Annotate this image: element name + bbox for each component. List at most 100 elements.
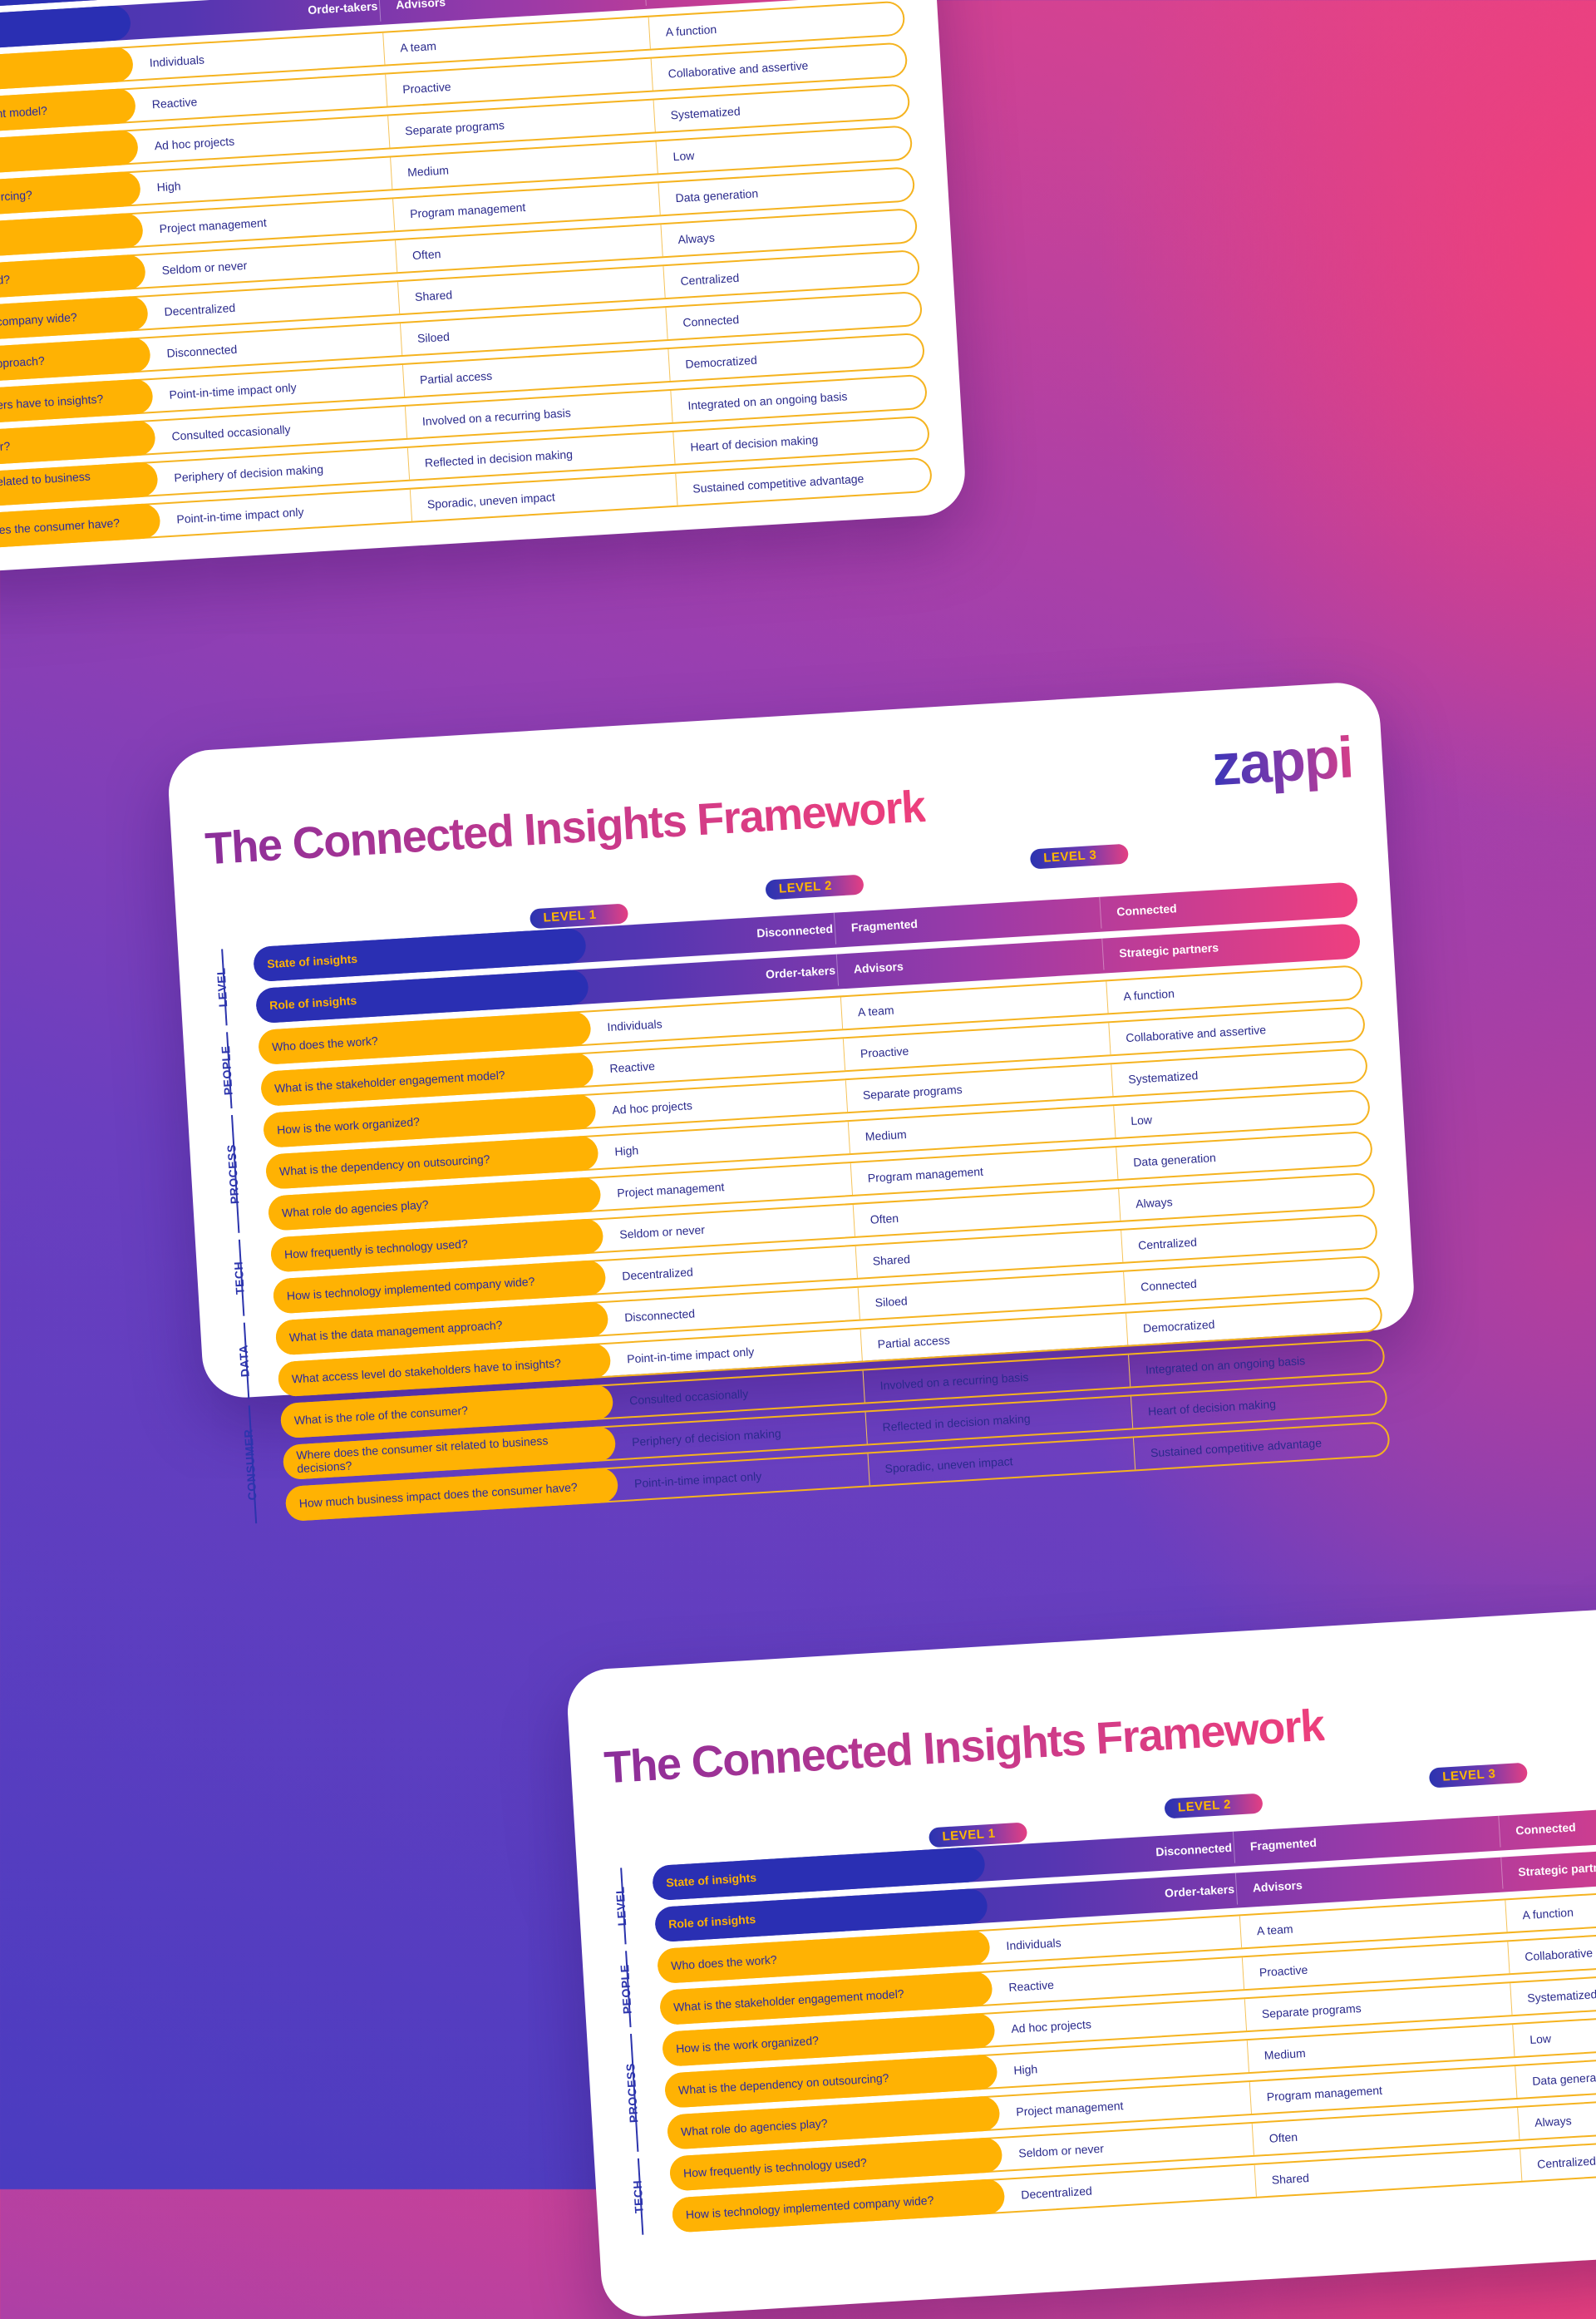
framework-card-bottom: The Connected Insights Framework zappi L… — [565, 1599, 1596, 2319]
level3-cell: Democratized — [1142, 1317, 1215, 1335]
level1-cell: Reactive — [609, 1058, 656, 1076]
level3-cell: Collaborative and assertive — [1125, 1023, 1267, 1045]
level1-cell: Point-in-time impact only — [169, 380, 298, 402]
level2-cell: Siloed — [874, 1294, 909, 1310]
level2-cell: Sporadic, uneven impact — [884, 1454, 1013, 1476]
category-level: LEVEL — [214, 948, 244, 1026]
level2-cell: Siloed — [416, 329, 451, 345]
level1-cell: Point-in-time impact only — [175, 505, 304, 526]
level3-cell: Systematized — [1127, 1068, 1199, 1087]
level2-cell: Reflected in decision making — [424, 447, 574, 470]
level3-cell: A function — [1521, 1905, 1574, 1922]
level1-cell: Disconnected — [756, 921, 834, 940]
level1-cell: Individuals — [149, 52, 205, 70]
level3-cell: Low — [1529, 2031, 1552, 2046]
level2-cell: Shared — [414, 288, 453, 303]
level-2-pill: LEVEL 2 — [765, 874, 864, 900]
level1-cell: High — [156, 179, 181, 195]
level2-cell: Advisors — [1252, 1877, 1303, 1895]
level3-cell: Connected — [1116, 901, 1178, 919]
row-question: How much business impact does the consum… — [0, 502, 161, 558]
level2-cell: Program management — [1266, 2083, 1383, 2104]
level1-cell: Project management — [616, 1180, 725, 1200]
level2-cell: Often — [1268, 2129, 1298, 2145]
level3-cell: Strategic partners — [661, 0, 762, 5]
level1-cell: Individuals — [1006, 1936, 1062, 1953]
category-process: PROCESS — [623, 2032, 656, 2152]
category-people: PEOPLE — [219, 1031, 249, 1109]
category-tech: TECH — [630, 2157, 661, 2235]
level1-cell: High — [613, 1143, 639, 1158]
level2-cell: Involved on a recurring basis — [421, 406, 572, 428]
level1-cell: Periphery of decision making — [631, 1426, 782, 1449]
framework-table: LEVEL PEOPLE PROCESS TECH State of insig… — [613, 1800, 1596, 2239]
level3-cell: Centralized — [1137, 1235, 1198, 1252]
level1-cell: Consulted occasionally — [171, 422, 291, 443]
level1-cell: Decentralized — [164, 300, 236, 318]
category-level: LEVEL — [613, 1867, 643, 1945]
framework-card-top: State of insights Disconnected Fragmente… — [0, 0, 968, 585]
level3-cell: Integrated on an ongoing basis — [687, 389, 848, 412]
level2-cell: Medium — [864, 1127, 908, 1143]
level3-cell: Connected — [682, 312, 740, 329]
level3-cell: Always — [1534, 2114, 1572, 2129]
page-title: The Connected Insights Framework — [204, 782, 927, 875]
level2-cell: Medium — [1264, 2046, 1307, 2062]
level3-cell: Sustained competitive advantage — [692, 471, 864, 496]
category-process: PROCESS — [224, 1113, 257, 1233]
level3-cell: Centralized — [1536, 2154, 1596, 2171]
level1-cell: Disconnected — [1155, 1840, 1233, 1859]
level2-cell: A team — [857, 1003, 894, 1019]
level3-cell: A function — [1122, 986, 1175, 1004]
level3-cell: Connected — [1515, 1820, 1577, 1838]
level3-cell: Systematized — [670, 104, 741, 122]
level1-cell: High — [1012, 2062, 1038, 2077]
level-3-pill: LEVEL 3 — [1029, 843, 1129, 870]
level2-cell: Separate programs — [862, 1082, 963, 1103]
level1-cell: Disconnected — [623, 1306, 696, 1325]
level3-cell: Connected — [1140, 1276, 1198, 1294]
level1-cell: Ad hoc projects — [154, 134, 235, 153]
level3-cell: Always — [677, 230, 716, 247]
level2-cell: Separate programs — [404, 118, 505, 138]
level3-cell: Low — [672, 148, 695, 164]
level2-cell: Shared — [872, 1252, 911, 1268]
level1-cell: Decentralized — [1020, 2183, 1093, 2202]
level2-cell: A team — [1256, 1922, 1293, 1938]
level2-cell: Partial access — [877, 1333, 951, 1351]
level3-cell: Data generation — [675, 186, 759, 205]
framework-card-main: The Connected Insights Framework zappi L… — [166, 680, 1416, 1524]
level1-cell: Project management — [159, 215, 268, 236]
level1-cell: Order-takers — [1164, 1882, 1235, 1900]
level2-cell: A team — [399, 38, 437, 55]
level3-cell: Centralized — [680, 270, 740, 289]
level1-cell: Point-in-time impact only — [626, 1345, 755, 1366]
level2-cell: Advisors — [853, 959, 904, 976]
level1-cell: Reactive — [1008, 1977, 1055, 1995]
level2-cell: Medium — [406, 163, 450, 180]
level2-cell: Involved on a recurring basis — [879, 1369, 1029, 1393]
level2-cell: Fragmented — [850, 916, 919, 935]
level1-cell: Seldom or never — [618, 1222, 706, 1241]
level3-cell: Democratized — [684, 353, 758, 371]
level2-cell: Advisors — [395, 0, 446, 12]
level3-cell: Collaborative and assertive — [1524, 1942, 1596, 1964]
level1-cell: Periphery of decision making — [174, 461, 324, 485]
level3-cell: Integrated on an ongoing basis — [1145, 1354, 1306, 1377]
level3-cell: Low — [1130, 1113, 1153, 1127]
level2-cell: Reflected in decision making — [882, 1411, 1032, 1434]
level2-cell: Proactive — [401, 79, 452, 96]
level-2-pill: LEVEL 2 — [1164, 1793, 1264, 1819]
category-tech: TECH — [231, 1238, 262, 1316]
level2-cell: Fragmented — [1249, 1835, 1318, 1853]
level3-cell: Data generation — [1132, 1150, 1217, 1169]
level1-cell: Order-takers — [765, 963, 836, 981]
level1-cell: Order-takers — [307, 0, 378, 17]
level2-cell: Proactive — [860, 1044, 909, 1061]
level2-cell: Partial access — [419, 368, 493, 387]
zappi-logo: zappi — [1209, 724, 1355, 798]
level3-cell: Data generation — [1531, 2069, 1596, 2088]
level3-cell: Always — [1135, 1195, 1173, 1211]
level2-cell: Program management — [409, 200, 526, 221]
level1-cell: Ad hoc projects — [611, 1098, 693, 1117]
